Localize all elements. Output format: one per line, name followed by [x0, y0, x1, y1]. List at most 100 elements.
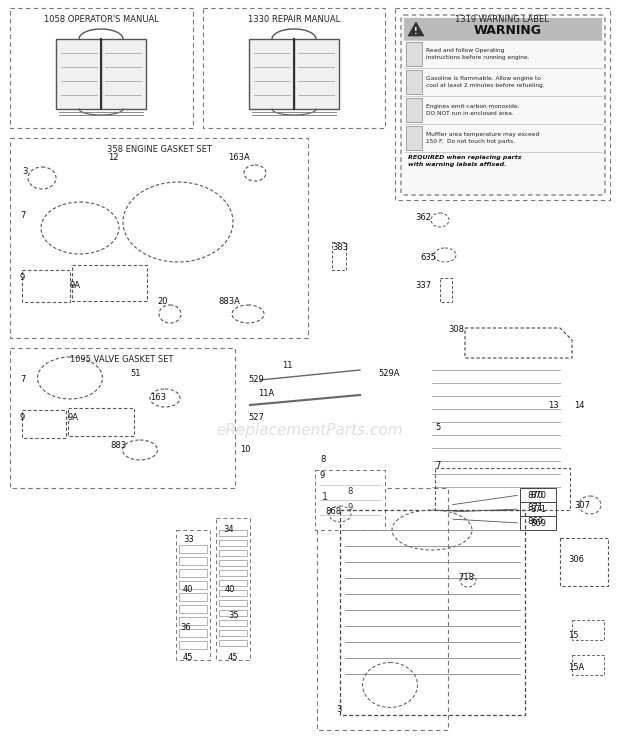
Text: Engines emit carbon monoxide.
DO NOT run in enclosed area.: Engines emit carbon monoxide. DO NOT run… — [426, 104, 520, 115]
Text: 11A: 11A — [258, 388, 274, 397]
Bar — [395, 8, 610, 200]
Bar — [332, 242, 346, 270]
Bar — [520, 502, 556, 516]
Text: Read and follow Operating
instructions before running engine.: Read and follow Operating instructions b… — [426, 48, 529, 60]
FancyBboxPatch shape — [56, 39, 101, 109]
Bar — [315, 470, 385, 530]
Bar — [10, 348, 235, 488]
Text: 11: 11 — [282, 361, 293, 370]
Text: 383: 383 — [332, 243, 348, 252]
Bar — [219, 550, 247, 556]
Text: 883A: 883A — [218, 298, 240, 307]
Bar — [72, 265, 147, 301]
Text: 35: 35 — [228, 611, 239, 620]
Text: 307: 307 — [574, 501, 590, 510]
Text: 12: 12 — [108, 153, 118, 161]
Bar — [219, 610, 247, 616]
FancyBboxPatch shape — [101, 39, 146, 109]
Bar — [179, 617, 207, 625]
Bar — [10, 8, 193, 128]
Text: 9: 9 — [320, 470, 326, 479]
Bar — [22, 410, 66, 438]
Bar — [219, 560, 247, 566]
Text: 870: 870 — [530, 490, 546, 499]
Text: 9: 9 — [347, 504, 353, 513]
Text: 45: 45 — [228, 653, 239, 662]
Bar — [176, 530, 210, 660]
Text: 36: 36 — [180, 623, 191, 632]
Text: 308: 308 — [448, 326, 464, 335]
Text: 3: 3 — [22, 167, 27, 176]
Bar — [219, 620, 247, 626]
Text: 5: 5 — [435, 423, 440, 432]
Text: 718: 718 — [458, 574, 474, 583]
Text: REQUIRED when replacing parts
with warning labels affixed.: REQUIRED when replacing parts with warni… — [408, 155, 521, 167]
Bar — [179, 593, 207, 601]
Text: 871: 871 — [530, 504, 546, 513]
Bar — [572, 655, 604, 675]
Bar — [22, 270, 70, 302]
Text: 1095 VALVE GASKET SET: 1095 VALVE GASKET SET — [70, 354, 174, 364]
Bar — [572, 620, 604, 640]
Text: 7: 7 — [20, 376, 25, 385]
Text: 15A: 15A — [568, 664, 584, 673]
Bar — [440, 278, 452, 302]
Bar — [179, 629, 207, 637]
Text: Gasoline is flammable. Allow engine to
cool at least 2 minutes before refueling.: Gasoline is flammable. Allow engine to c… — [426, 77, 544, 88]
Text: 1330 REPAIR MANUAL: 1330 REPAIR MANUAL — [248, 14, 340, 24]
Bar — [315, 470, 385, 530]
Text: 529A: 529A — [378, 368, 399, 377]
Bar — [404, 18, 602, 40]
Text: 8: 8 — [347, 487, 353, 496]
Text: 9A: 9A — [70, 280, 81, 289]
Text: 869: 869 — [527, 516, 543, 525]
Text: 10: 10 — [240, 446, 250, 455]
Text: 7: 7 — [435, 461, 440, 469]
Text: 635: 635 — [420, 254, 436, 263]
Bar — [406, 126, 422, 150]
Bar — [179, 581, 207, 589]
Text: 20: 20 — [157, 298, 167, 307]
Text: eReplacementParts.com: eReplacementParts.com — [216, 423, 404, 437]
Bar — [216, 518, 250, 660]
Text: 15: 15 — [568, 630, 578, 640]
Text: 306: 306 — [568, 556, 584, 565]
Bar — [179, 545, 207, 553]
Text: 868: 868 — [325, 507, 341, 516]
Bar — [406, 42, 422, 66]
Text: 527: 527 — [248, 414, 264, 423]
Bar — [219, 580, 247, 586]
Bar — [219, 540, 247, 546]
Text: 883: 883 — [110, 440, 126, 449]
Text: 358 ENGINE GASKET SET: 358 ENGINE GASKET SET — [107, 144, 211, 153]
Bar — [68, 408, 134, 436]
Text: 1: 1 — [322, 492, 328, 502]
Bar — [179, 605, 207, 613]
Bar — [219, 600, 247, 606]
Text: 3: 3 — [336, 705, 342, 714]
Bar — [179, 557, 207, 565]
Bar — [219, 630, 247, 636]
Bar — [219, 640, 247, 646]
Bar — [520, 488, 556, 502]
Text: 51: 51 — [130, 370, 141, 379]
Text: 1319 WARNING LABEL: 1319 WARNING LABEL — [455, 14, 549, 24]
Text: 9: 9 — [20, 274, 25, 283]
Bar — [219, 570, 247, 576]
Text: 40: 40 — [225, 586, 236, 594]
Text: 163: 163 — [150, 394, 166, 403]
Bar — [219, 590, 247, 596]
Text: 869: 869 — [530, 519, 546, 527]
Text: 33: 33 — [183, 536, 193, 545]
Text: 40: 40 — [183, 586, 193, 594]
Polygon shape — [408, 22, 424, 36]
Text: 14: 14 — [574, 400, 585, 409]
Text: 9: 9 — [20, 414, 25, 423]
Text: 9A: 9A — [68, 414, 79, 423]
Text: 8: 8 — [320, 455, 326, 464]
FancyBboxPatch shape — [249, 39, 294, 109]
Text: 529: 529 — [248, 376, 264, 385]
FancyBboxPatch shape — [294, 39, 339, 109]
Text: 45: 45 — [183, 653, 193, 662]
Text: 34: 34 — [223, 525, 234, 534]
